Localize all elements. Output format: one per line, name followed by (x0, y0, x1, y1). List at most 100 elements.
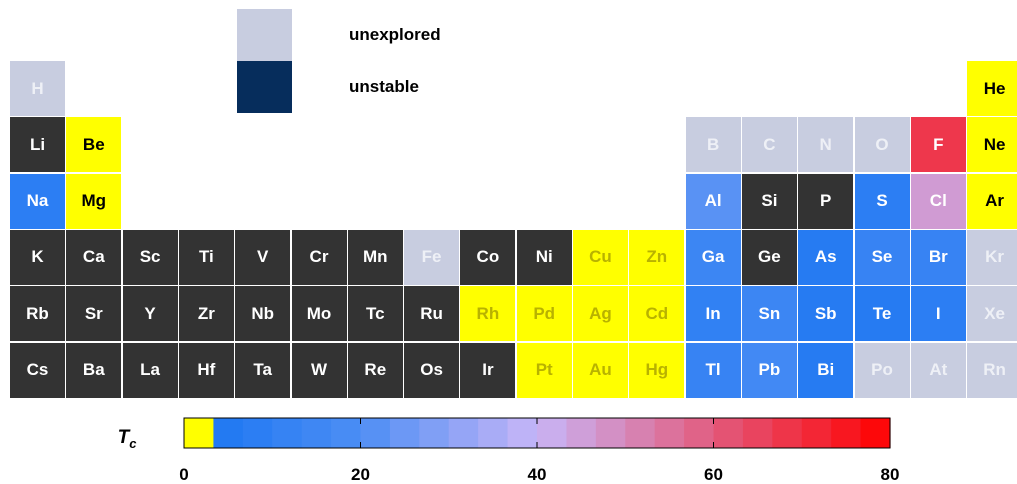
colorbar-segment (772, 418, 803, 448)
element-cell-rn: Rn (967, 342, 1017, 398)
element-cell-sc: Sc (122, 229, 178, 285)
element-cell-rh: Rh (460, 286, 516, 342)
element-cell-al: Al (685, 173, 741, 229)
element-cell-zr: Zr (178, 286, 234, 342)
element-cell-li: Li (10, 117, 65, 173)
element-cell-ba: Ba (66, 342, 122, 398)
element-cell-nb: Nb (235, 286, 291, 342)
colorbar-segment (507, 418, 538, 448)
legend-swatch-unstable (237, 61, 292, 113)
colorbar-segment (537, 418, 568, 448)
colorbar-label: Tc (118, 427, 138, 451)
colorbar-tick-label: 0 (179, 465, 188, 484)
element-cell-tc: Tc (347, 286, 403, 342)
element-cell-p: P (798, 173, 854, 229)
colorbar-label-subscript: c (129, 436, 137, 451)
colorbar-segment (184, 418, 215, 448)
element-cell-n: N (798, 117, 854, 173)
element-cell-bi: Bi (798, 342, 854, 398)
colorbar-segment (654, 418, 685, 448)
colorbar-segment (860, 418, 891, 448)
element-cell-re: Re (347, 342, 403, 398)
element-cell-ca: Ca (66, 229, 122, 285)
colorbar-segment (301, 418, 332, 448)
element-cell-i: I (910, 286, 966, 342)
legend-label-unexplored: unexplored (349, 25, 441, 44)
element-cell-xe: Xe (967, 286, 1017, 342)
element-cell-mo: Mo (291, 286, 347, 342)
element-cell-tl: Tl (685, 342, 741, 398)
colorbar-segment (389, 418, 420, 448)
colorbar-segment (360, 418, 391, 448)
element-cell-hg: Hg (629, 342, 685, 398)
colorbar-segment (595, 418, 626, 448)
colorbar-segment (742, 418, 773, 448)
colorbar-tick-label: 80 (881, 465, 900, 484)
element-cell-ar: Ar (967, 173, 1017, 229)
element-cell-cs: Cs (10, 342, 65, 398)
element-cell-hf: Hf (178, 342, 234, 398)
element-cell-h: H (10, 61, 65, 116)
element-cell-kr: Kr (967, 229, 1017, 285)
element-cell-na: Na (10, 173, 65, 229)
element-cell-y: Y (122, 286, 178, 342)
colorbar-segment (213, 418, 244, 448)
element-cell-mg: Mg (66, 173, 122, 229)
element-cell-ir: Ir (460, 342, 516, 398)
element-cell-cr: Cr (291, 229, 347, 285)
element-cell-ti: Ti (178, 229, 234, 285)
element-cell-be: Be (66, 117, 122, 173)
colorbar-label-main: T (118, 427, 131, 448)
element-cell-cd: Cd (629, 286, 685, 342)
element-cell-at: At (910, 342, 966, 398)
element-cell-ni: Ni (516, 229, 572, 285)
element-cell-co: Co (460, 229, 516, 285)
periodic-table: H He Li Be B C N O F Ne Na Mg Al Si P S Cl Ar K Ca Sc Ti V Cr Mn… (10, 61, 1017, 398)
element-cell-os: Os (404, 342, 460, 398)
element-cell-la: La (122, 342, 178, 398)
element-cell-si: Si (741, 173, 797, 229)
colorbar-frame (183, 417, 891, 449)
colorbar-segment (625, 418, 656, 448)
colorbar-segment (419, 418, 450, 448)
element-cell-w: W (291, 342, 347, 398)
legend-swatch-unexplored (237, 9, 292, 61)
element-cell-br: Br (910, 229, 966, 285)
colorbar-segment (242, 418, 273, 448)
element-cell-as: As (798, 229, 854, 285)
element-cell-ta: Ta (235, 342, 291, 398)
element-cell-sr: Sr (66, 286, 122, 342)
element-cell-ag: Ag (573, 286, 628, 342)
element-cell-ga: Ga (685, 229, 741, 285)
colorbar-tick-label: 20 (351, 465, 370, 484)
element-cell-pd: Pd (516, 286, 572, 342)
colorbar-segment (566, 418, 597, 448)
element-cell-cu: Cu (573, 229, 628, 285)
element-cell-ne: Ne (967, 117, 1017, 173)
colorbar-segment (478, 418, 509, 448)
element-cell-b: B (685, 117, 741, 173)
element-cell-rb: Rb (10, 286, 65, 342)
element-cell-cl: Cl (910, 173, 966, 229)
element-cell-ge: Ge (741, 229, 797, 285)
colorbar-segment (331, 418, 362, 448)
element-cell-sb: Sb (798, 286, 854, 342)
element-cell-te: Te (854, 286, 910, 342)
element-cell-au: Au (573, 342, 628, 398)
colorbar-segment (801, 418, 832, 448)
element-cell-k: K (10, 229, 65, 285)
element-cell-po: Po (854, 342, 910, 398)
element-cell-pb: Pb (741, 342, 797, 398)
element-cell-ru: Ru (404, 286, 460, 342)
colorbar-segment (831, 418, 862, 448)
element-cell-pt: Pt (516, 342, 572, 398)
element-cell-sn: Sn (741, 286, 797, 342)
colorbar-segment (272, 418, 303, 448)
element-cell-se: Se (854, 229, 910, 285)
colorbar: 0 20 40 60 80 Tc (118, 417, 900, 484)
element-cell-he: He (967, 61, 1017, 116)
colorbar-tick-label: 40 (528, 465, 547, 484)
element-cell-v: V (235, 229, 291, 285)
element-cell-zn: Zn (629, 229, 685, 285)
element-cell-c: C (741, 117, 797, 173)
